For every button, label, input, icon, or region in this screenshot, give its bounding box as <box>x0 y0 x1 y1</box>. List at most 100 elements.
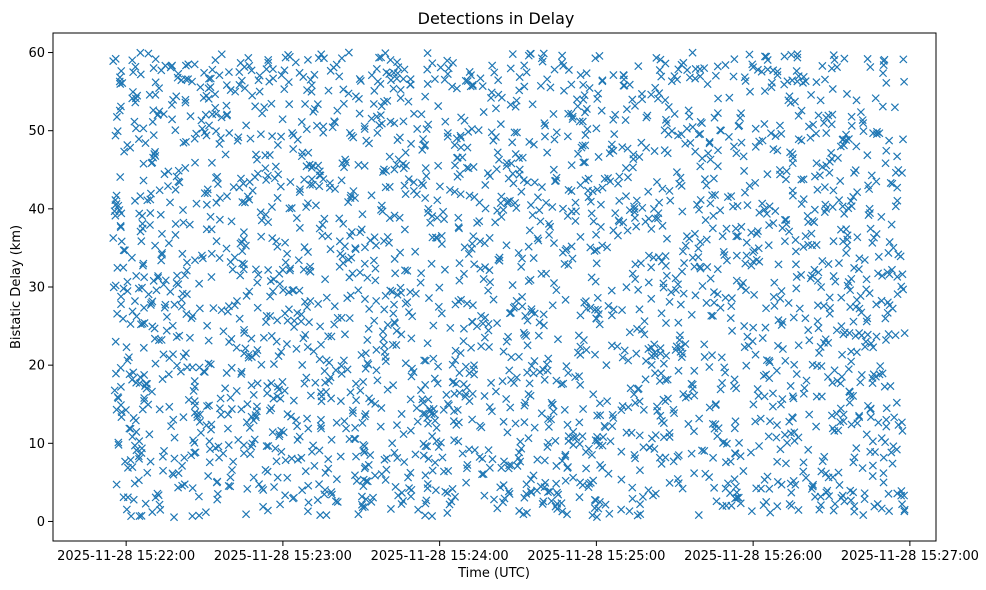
data-point <box>775 121 784 130</box>
data-point <box>595 51 604 60</box>
data-point <box>263 506 272 515</box>
data-point <box>747 228 756 237</box>
data-point <box>582 345 591 355</box>
data-point <box>145 430 154 439</box>
data-point <box>437 239 446 249</box>
data-point <box>849 317 858 326</box>
data-point <box>828 424 837 433</box>
data-point <box>865 184 874 194</box>
data-point <box>310 104 319 114</box>
data-point <box>631 454 640 463</box>
data-point <box>877 296 886 305</box>
data-point <box>293 435 302 444</box>
data-point <box>184 60 193 69</box>
data-point <box>421 92 430 101</box>
data-point <box>315 355 324 364</box>
data-point <box>406 288 415 297</box>
data-point <box>685 234 694 243</box>
data-point <box>262 442 271 451</box>
data-point <box>832 409 841 418</box>
data-point <box>520 61 529 70</box>
data-point <box>146 209 155 218</box>
data-point <box>781 175 790 184</box>
data-point <box>751 124 760 133</box>
data-point <box>168 469 177 478</box>
data-point <box>622 105 631 114</box>
data-point <box>417 179 426 188</box>
data-point <box>842 89 851 98</box>
data-point <box>151 55 160 64</box>
data-point <box>641 375 650 384</box>
data-point <box>280 386 289 395</box>
data-point <box>776 400 785 409</box>
data-point <box>701 216 710 225</box>
data-point <box>465 191 474 200</box>
data-point <box>517 187 526 196</box>
data-point <box>659 433 668 442</box>
data-point <box>567 80 576 89</box>
data-point <box>697 446 707 455</box>
data-point <box>523 316 532 325</box>
data-point <box>128 463 137 472</box>
data-point <box>661 115 670 124</box>
data-point <box>372 241 381 250</box>
data-point <box>111 211 120 220</box>
data-point <box>855 411 864 420</box>
data-point <box>123 493 132 502</box>
data-point <box>780 430 789 439</box>
data-point <box>628 269 637 278</box>
data-point <box>688 123 697 132</box>
data-point <box>321 275 330 284</box>
data-point <box>558 51 567 60</box>
data-point <box>179 218 188 227</box>
data-point <box>533 455 542 464</box>
data-point <box>890 103 899 112</box>
data-point <box>360 243 369 252</box>
data-point <box>421 499 430 508</box>
data-point <box>245 61 254 70</box>
data-point <box>337 313 346 322</box>
data-point <box>126 319 135 329</box>
data-point <box>563 420 572 429</box>
data-point <box>376 422 385 431</box>
data-point <box>211 56 220 65</box>
data-point <box>279 286 288 295</box>
data-point <box>195 279 204 288</box>
data-point <box>272 337 281 346</box>
data-point <box>763 472 772 481</box>
data-point <box>707 311 716 320</box>
data-point <box>110 386 119 395</box>
data-point <box>529 471 538 480</box>
data-point <box>840 54 849 63</box>
data-point <box>339 99 348 108</box>
data-point <box>812 159 821 168</box>
data-point <box>188 311 197 320</box>
data-point <box>399 430 408 439</box>
data-point <box>268 132 277 141</box>
data-point <box>321 468 330 477</box>
data-point <box>257 360 266 369</box>
data-point <box>212 237 221 246</box>
data-point <box>705 403 714 412</box>
data-point <box>530 309 539 318</box>
data-point <box>552 173 561 182</box>
data-point <box>420 356 429 365</box>
data-point <box>324 332 333 341</box>
data-point <box>470 260 479 269</box>
data-point <box>607 311 616 320</box>
data-point <box>714 94 723 103</box>
data-point <box>510 302 519 311</box>
data-point <box>343 365 352 374</box>
data-point <box>742 251 751 260</box>
data-point <box>741 259 750 268</box>
data-point <box>820 183 829 192</box>
data-point <box>204 74 213 83</box>
data-point <box>874 418 883 427</box>
data-point <box>125 424 134 433</box>
data-point <box>591 436 600 445</box>
data-point <box>130 117 139 126</box>
data-point <box>273 316 282 325</box>
data-point <box>872 300 881 309</box>
data-point <box>390 254 399 264</box>
data-point <box>315 182 324 191</box>
